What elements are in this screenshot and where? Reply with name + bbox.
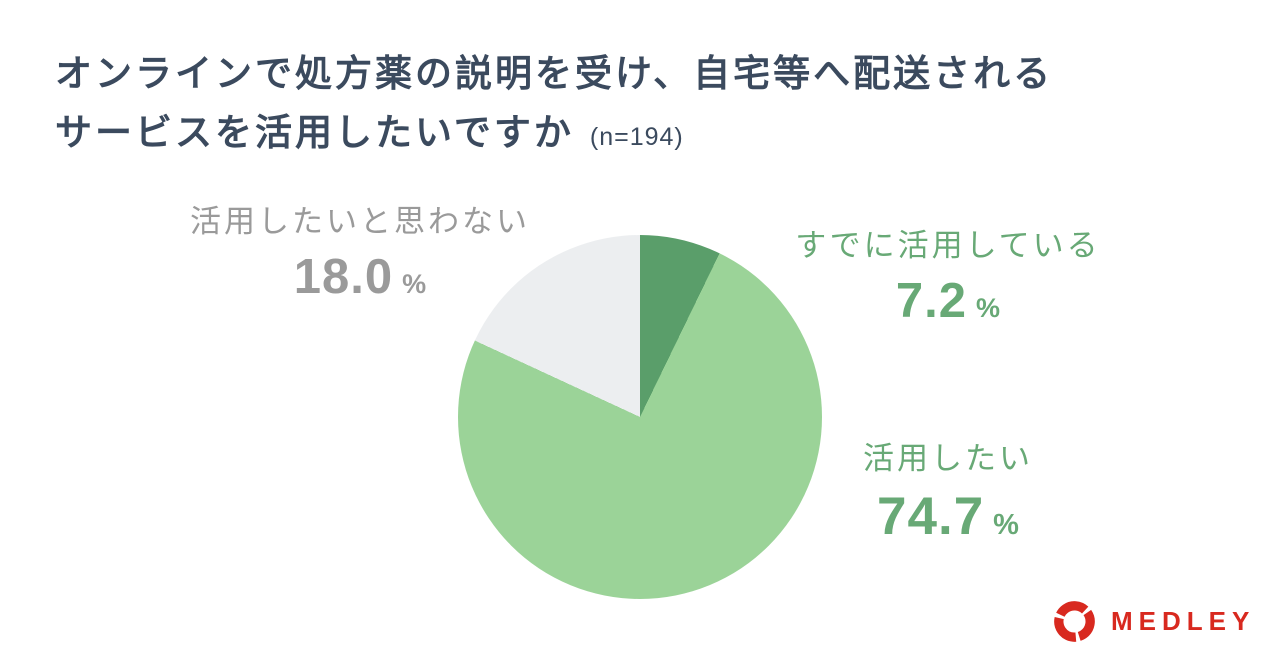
medley-logo: MEDLEY (1051, 598, 1255, 645)
medley-swirl-ring-icon (1054, 601, 1095, 642)
segment-value-already-using: 7.2% (773, 273, 1123, 329)
segment-value-number: 7.2 (895, 274, 968, 328)
percent-sign: % (993, 509, 1019, 541)
chart-title-line1: オンラインで処方薬の説明を受け、自宅等へ配送される (55, 53, 1054, 94)
segment-label-already-using: すでに活用している (795, 228, 1101, 263)
sample-size-label: (n=194) (589, 123, 684, 151)
pie-chart (458, 235, 822, 599)
callout-already-using: すでに活用している 7.2% (773, 220, 1123, 329)
segment-label-want-to-use: 活用したい (863, 441, 1033, 476)
chart-title-line2: サービスを活用したいですか (55, 112, 574, 153)
callout-not-want-to-use: 活用したいと思わない 18.0% (140, 196, 580, 305)
segment-value-not-want: 18.0% (140, 249, 580, 305)
percent-sign: % (976, 293, 1001, 323)
medley-logo-text: MEDLEY (1111, 606, 1256, 636)
segment-label-not-want: 活用したいと思わない (190, 204, 530, 239)
chart-title: オンラインで処方薬の説明を受け、自宅等へ配送される サービスを活用したいですか … (55, 44, 1053, 167)
segment-value-number: 18.0 (293, 250, 394, 304)
segment-value-number: 74.7 (877, 487, 985, 546)
segment-value-want-to-use: 74.7% (788, 486, 1108, 547)
percent-sign: % (402, 269, 427, 299)
callout-want-to-use: 活用したい 74.7% (788, 433, 1108, 547)
